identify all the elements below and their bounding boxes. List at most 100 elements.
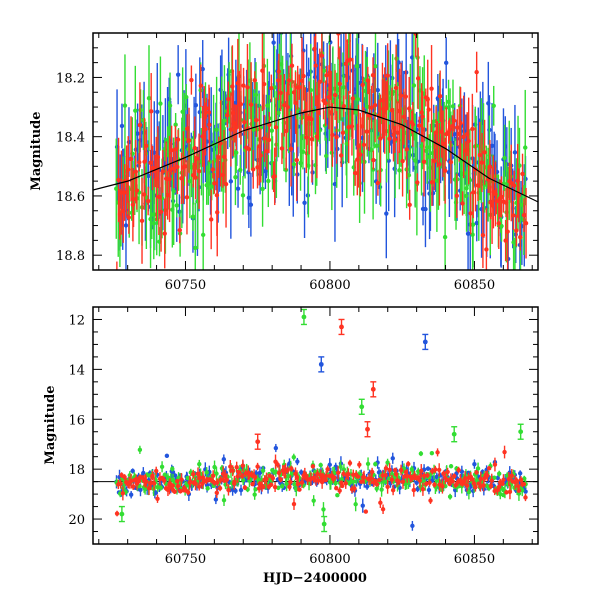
data-point bbox=[518, 477, 524, 482]
y-tick-label: 18.8 bbox=[56, 249, 85, 264]
data-point bbox=[369, 105, 374, 110]
y-tick-label: 18.2 bbox=[56, 71, 85, 86]
data-point bbox=[456, 467, 461, 473]
data-point bbox=[226, 96, 231, 102]
data-point bbox=[369, 469, 375, 475]
data-point bbox=[261, 484, 266, 490]
data-point bbox=[276, 69, 282, 74]
data-point bbox=[474, 478, 479, 483]
data-point bbox=[273, 445, 279, 451]
data-point bbox=[214, 471, 219, 476]
data-point bbox=[276, 470, 282, 476]
data-point bbox=[270, 475, 276, 481]
x-tick-label: 60850 bbox=[454, 278, 495, 293]
data-point bbox=[246, 146, 252, 152]
data-point bbox=[191, 472, 196, 477]
data-point bbox=[506, 476, 512, 482]
data-point bbox=[286, 78, 292, 83]
top-x-tick-labels: 60750 60800 60850 bbox=[165, 278, 495, 293]
data-point bbox=[315, 471, 320, 477]
data-point bbox=[299, 480, 305, 485]
data-point bbox=[374, 143, 380, 148]
bottom-axis-ticks bbox=[93, 306, 538, 545]
data-point bbox=[126, 215, 132, 220]
data-point bbox=[518, 234, 523, 240]
x-tick-label: 60800 bbox=[309, 552, 350, 567]
data-point bbox=[193, 481, 198, 486]
data-point bbox=[387, 467, 392, 473]
data-point bbox=[497, 471, 502, 476]
data-point bbox=[253, 487, 258, 492]
data-point bbox=[440, 141, 446, 146]
data-point bbox=[466, 489, 472, 495]
data-point bbox=[375, 180, 381, 186]
data-point bbox=[461, 134, 466, 140]
data-point bbox=[288, 479, 293, 485]
data-point bbox=[131, 484, 136, 489]
data-point bbox=[223, 181, 229, 187]
data-point bbox=[266, 178, 271, 184]
data-point bbox=[403, 94, 408, 99]
x-tick-label: 60750 bbox=[165, 552, 206, 567]
data-point bbox=[212, 464, 217, 470]
data-point bbox=[479, 160, 485, 165]
data-point bbox=[335, 470, 341, 475]
data-point bbox=[386, 158, 391, 163]
data-point bbox=[164, 453, 170, 459]
data-point bbox=[406, 461, 411, 467]
data-point bbox=[360, 503, 365, 508]
data-point bbox=[478, 476, 483, 482]
data-point bbox=[516, 488, 522, 493]
x-tick-label: 60850 bbox=[454, 552, 495, 567]
data-point bbox=[120, 491, 126, 496]
data-point bbox=[475, 466, 481, 471]
data-point bbox=[279, 146, 285, 151]
data-point bbox=[185, 490, 191, 495]
data-point bbox=[442, 234, 448, 240]
data-point bbox=[334, 485, 339, 491]
data-point bbox=[119, 190, 124, 195]
data-point bbox=[504, 490, 509, 495]
data-point bbox=[340, 483, 345, 489]
data-point bbox=[347, 57, 353, 62]
y-tick-label: 14 bbox=[68, 363, 85, 378]
data-point bbox=[481, 483, 486, 488]
data-point bbox=[365, 461, 371, 467]
data-point bbox=[207, 122, 212, 128]
data-point bbox=[354, 63, 360, 69]
data-point bbox=[445, 469, 450, 475]
data-point bbox=[426, 107, 431, 112]
data-point bbox=[252, 78, 257, 83]
y-tick-label: 18.6 bbox=[56, 190, 85, 205]
data-point bbox=[465, 231, 471, 236]
data-point bbox=[150, 165, 155, 171]
data-point bbox=[475, 183, 481, 188]
data-point bbox=[291, 454, 297, 460]
x-tick-label: 60800 bbox=[309, 278, 350, 293]
data-point bbox=[310, 464, 316, 469]
data-point bbox=[460, 201, 465, 206]
data-point bbox=[484, 247, 489, 252]
data-point bbox=[390, 89, 395, 94]
data-point bbox=[155, 154, 161, 160]
data-point bbox=[179, 176, 184, 181]
data-point bbox=[238, 167, 243, 173]
data-point bbox=[359, 124, 365, 129]
data-point bbox=[193, 103, 199, 108]
data-point bbox=[355, 474, 361, 479]
data-point bbox=[163, 481, 169, 487]
data-point bbox=[401, 114, 407, 119]
data-point bbox=[501, 477, 506, 483]
data-point bbox=[505, 229, 510, 234]
data-point bbox=[364, 129, 370, 134]
data-point bbox=[217, 485, 223, 491]
data-point bbox=[233, 174, 238, 180]
data-point bbox=[444, 60, 449, 66]
data-point bbox=[521, 212, 527, 218]
data-point bbox=[272, 484, 278, 490]
data-point bbox=[406, 172, 412, 178]
data-point bbox=[352, 170, 358, 176]
data-point bbox=[480, 232, 486, 238]
data-point bbox=[398, 93, 404, 98]
y-tick-label: 18.4 bbox=[56, 131, 85, 146]
